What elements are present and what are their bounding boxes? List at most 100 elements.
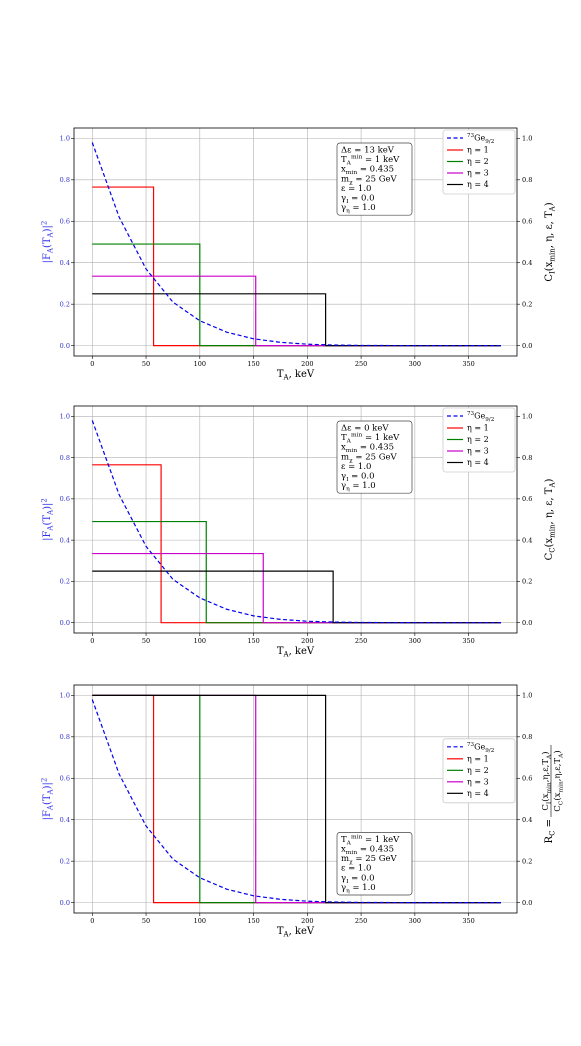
legend-label-form-factor: 73​Ge9/2​ [467,133,495,145]
legend-box [442,738,516,804]
legend-label-form-factor: 73​Ge9/2​ [467,411,495,423]
legend-label-eta-4: η = 4 [467,458,489,467]
legend-box [442,407,516,473]
ratio-numerator: CI​(xmin​,η,ε,TA​) [540,751,553,810]
y-tick-label-left: 0.4 [60,259,70,267]
legend-label-eta-2: η = 2 [467,766,489,775]
x-tick-label: 0 [90,917,94,925]
info-box-frame [336,832,413,896]
info-line: ε = 1.0 [341,462,371,472]
y-axis-label-left: |FA​(TA​)|2​ [41,778,55,821]
info-line: γη​ = 1.0 [341,203,376,215]
legend-label-eta-4: η = 4 [467,180,489,189]
x-tick-label: 50 [142,360,150,368]
y-axis-label-left: |FA​(TA​)|2​ [41,221,55,264]
x-tick-label: 0 [90,637,94,645]
ratio-lhs: RC​ = [544,819,557,843]
x-axis-label: TA​, keV [277,369,315,382]
legend-label-eta-2: η = 2 [467,435,489,444]
y-tick-label-left: 0.8 [60,454,70,462]
info-line: γη​ = 1.0 [341,883,376,895]
y-tick-label-left: 0.8 [60,176,70,184]
info-line: ε = 1.0 [341,184,371,194]
legend-label-eta-3: η = 3 [467,169,489,178]
y-tick-label-right: 0.6 [522,217,532,225]
info-line: ε = 1.0 [341,864,371,874]
legend-label-form-factor: 73​Ge9/2​ [467,742,495,754]
legend-box [442,129,516,195]
y-tick-label-right: 1.0 [522,692,532,700]
y-tick-label-left: 0.6 [60,774,70,782]
info-line: mχ​ = 25 GeV [341,854,398,866]
y-tick-label-left: 1.0 [60,413,70,421]
info-line: Δε = 13 keV [341,146,395,156]
info-box-frame [336,420,413,494]
x-tick-label: 200 [301,917,313,925]
y-tick-label-right: 0.2 [522,300,532,308]
x-tick-label: 50 [142,637,150,645]
info-line: Δε = 0 keV [341,424,389,434]
plot-frame [73,127,518,357]
y-tick-label-left: 1.0 [60,135,70,143]
info-line: xmin​ = 0.435 [341,443,394,455]
info-line: mχ​ = 25 GeV [341,174,398,186]
series-line-eta-1 [92,694,501,904]
legend-label-eta-3: η = 3 [467,777,489,786]
y-axis-label-right: RC​ = CI​(xmin​,η,ε,TA​)CC​(xmin​,η,ε,TA… [540,745,565,843]
y-axis-label-right: CC​(xmin​, η, ε, TA​) [544,478,557,560]
info-line: γI​ = 0.0 [341,194,375,206]
legend-label-eta-1: η = 1 [467,424,489,433]
x-tick-label: 350 [462,637,474,645]
info-box-frame [336,142,413,216]
y-tick-label-right: 1.0 [522,413,532,421]
y-tick-label-right: 1.0 [522,135,532,143]
info-line: xmin​ = 0.435 [341,845,394,857]
legend-label-eta-4: η = 4 [467,789,489,798]
legend-label-eta-1: η = 1 [467,754,489,763]
y-tick-label-right: 0.4 [522,536,532,544]
x-tick-label: 150 [247,360,259,368]
y-tick-label-left: 0.6 [60,495,70,503]
y-tick-label-right: 0.6 [522,495,532,503]
x-tick-label: 200 [301,360,313,368]
y-tick-label-right: 0.8 [522,454,532,462]
form-factor-curve [91,699,501,904]
x-tick-label: 50 [142,917,150,925]
legend: 73​Ge9/2​η = 1 η = 2 η = 3 η = 4 [442,129,516,195]
legend: 73​Ge9/2​η = 1 η = 2 η = 3 η = 4 [442,738,516,804]
ratio-denominator: CC​(xmin​,η,ε,TA​) [552,750,565,811]
x-tick-label: 350 [462,917,474,925]
series-line-eta-1 [92,186,501,347]
plot-frame [73,684,518,914]
chart-panel-middle: 0 50 100 150 200 250 300 350 0.0 0.0 0.2 0.2 0.4 0.4 0… [41,405,557,659]
x-tick-label: 0 [90,360,94,368]
y-tick-label-right: 0.4 [522,259,532,267]
x-tick-label: 250 [355,360,367,368]
x-tick-label: 300 [409,917,421,925]
info-line: γη​ = 1.0 [341,481,376,493]
info-line: TA​min​ = 1 keV [341,154,400,167]
form-factor-curve [91,142,501,347]
y-tick-label-left: 0.0 [60,899,70,907]
x-tick-label: 100 [194,637,206,645]
x-axis-label: TA​, keV [277,646,315,659]
series-line-eta-2 [92,520,501,624]
chart-panel-bottom: 0 50 100 150 200 250 300 350 0.0 0.0 0.2 0.2 0.4 0.4 0… [41,684,565,939]
y-tick-label-left: 0.8 [60,733,70,741]
plot-frame [73,405,518,634]
series-line-eta-4 [92,570,501,624]
y-tick-label-right: 0.8 [522,733,532,741]
y-tick-label-right: 0.0 [522,899,532,907]
y-axis-label-left: |FA​(TA​)|2​ [41,498,55,541]
chart-panel-top: 0 50 100 150 200 250 300 350 0.0 0.0 0.2 0.2 0.4 0.4 0… [41,127,557,382]
y-tick-label-left: 0.6 [60,217,70,225]
x-tick-label: 250 [355,637,367,645]
x-tick-label: 150 [247,637,259,645]
series-line-eta-1 [92,464,501,624]
x-tick-label: 150 [247,917,259,925]
y-tick-label-right: 0.6 [522,774,532,782]
y-tick-label-left: 0.2 [60,578,70,586]
